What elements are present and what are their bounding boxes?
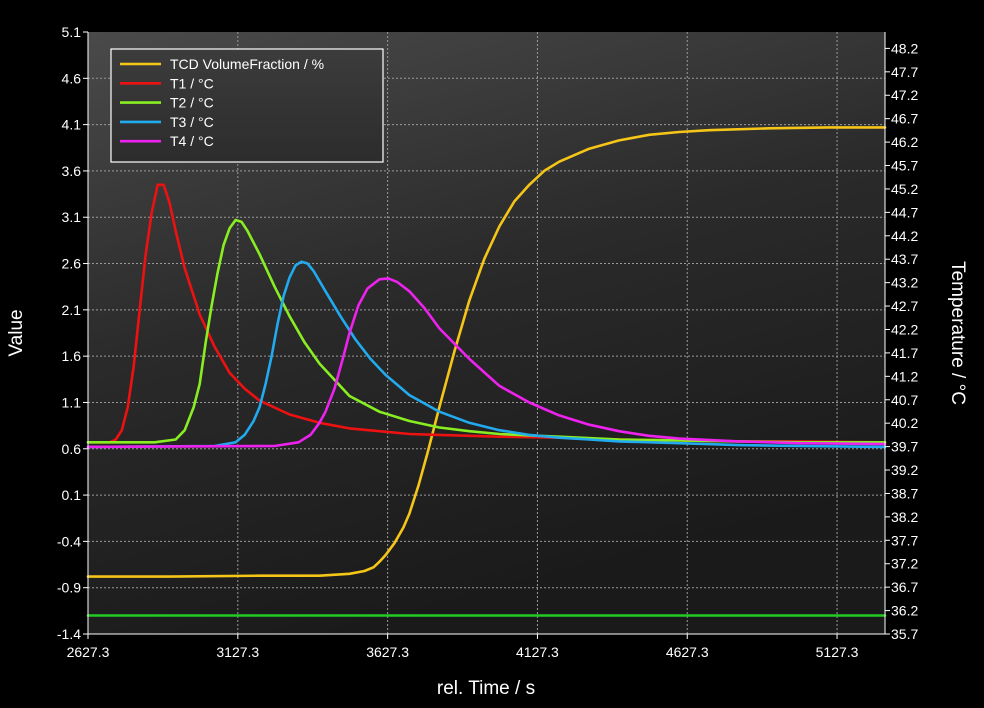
y-left-tick-label: 1.1 <box>62 394 82 410</box>
series-group <box>86 126 887 617</box>
y-right-tick-label: 47.7 <box>891 64 918 80</box>
legend: TCD VolumeFraction / % T1 / °C T2 / °C T3 /… <box>110 48 384 163</box>
x-tick-label: 2627.3 <box>67 644 110 660</box>
x-tick-label: 3127.3 <box>216 644 259 660</box>
y-left-tick-label: 2.6 <box>62 256 82 272</box>
legend-box <box>110 48 384 163</box>
y-right-tick-label: 42.2 <box>891 321 918 337</box>
grid <box>88 32 885 634</box>
y-right-tick-label: 38.2 <box>891 509 918 525</box>
y-right-tick-label: 46.2 <box>891 134 918 150</box>
series-line-4 <box>86 277 887 449</box>
y-right-tick-label: 36.7 <box>891 579 918 595</box>
y-left-tick-label: 5.1 <box>62 24 82 40</box>
x-tick-label: 3627.3 <box>366 644 409 660</box>
y-right-tick-label: 42.7 <box>891 298 918 314</box>
legend-label: T3 / °C <box>170 114 214 130</box>
y-right-tick-label: 38.7 <box>891 485 918 501</box>
y-right-tick-label: 35.7 <box>891 626 918 642</box>
y-right-tick-label: 45.7 <box>891 158 918 174</box>
y-right-tick-label: 47.2 <box>891 87 918 103</box>
y-right-tick-label: 44.7 <box>891 204 918 220</box>
series-line-3 <box>86 260 887 449</box>
x-axis-label: rel. Time / s <box>437 678 535 699</box>
y-right-tick-label: 40.7 <box>891 392 918 408</box>
legend-label: T4 / °C <box>170 133 214 149</box>
y-right-tick-label: 48.2 <box>891 40 918 56</box>
series-line-1 <box>86 183 887 444</box>
legend-label: T2 / °C <box>170 95 214 111</box>
y-right-tick-label: 36.2 <box>891 603 918 619</box>
y-left-tick-label: 3.1 <box>62 209 82 225</box>
y-left-tick-label: 3.6 <box>62 163 82 179</box>
y-left-tick-label: -0.4 <box>57 533 81 549</box>
x-tick-label: 4127.3 <box>516 644 559 660</box>
y-axis-label-right: Temperature / °C <box>947 261 968 405</box>
y-right-tick-label: 45.2 <box>891 181 918 197</box>
x-tick-label: 4627.3 <box>666 644 709 660</box>
y-left-tick-label: -0.9 <box>57 580 81 596</box>
y-right-tick-label: 41.2 <box>891 368 918 384</box>
legend-label: T1 / °C <box>170 75 214 91</box>
y-right-tick-label: 40.2 <box>891 415 918 431</box>
y-left-tick-label: 0.6 <box>62 441 82 457</box>
y-right-tick-label: 43.2 <box>891 275 918 291</box>
legend-label: TCD VolumeFraction / % <box>170 56 324 72</box>
y-left-tick-label: 2.1 <box>62 302 82 318</box>
series-line-0 <box>86 126 887 578</box>
axes: 2627.3 3127.3 3627.3 4127.3 4627.3 5127.3 5.1 4… <box>57 24 919 660</box>
y-left-tick-label: -1.4 <box>57 626 81 642</box>
y-right-tick-label: 37.2 <box>891 556 918 572</box>
y-left-tick-label: 4.6 <box>62 70 82 86</box>
y-right-tick-label: 43.7 <box>891 251 918 267</box>
y-left-tick-label: 4.1 <box>62 117 82 133</box>
y-right-tick-label: 39.2 <box>891 462 918 478</box>
y-left-tick-label: 0.1 <box>62 487 82 503</box>
y-right-tick-label: 37.7 <box>891 532 918 548</box>
y-right-tick-label: 44.2 <box>891 228 918 244</box>
y-right-tick-label: 39.7 <box>891 439 918 455</box>
y-right-tick-label: 46.7 <box>891 111 918 127</box>
x-tick-label: 5127.3 <box>816 644 859 660</box>
y-right-tick-label: 41.7 <box>891 345 918 361</box>
y-axis-label-left: Value <box>6 309 27 356</box>
y-left-tick-label: 1.6 <box>62 348 82 364</box>
